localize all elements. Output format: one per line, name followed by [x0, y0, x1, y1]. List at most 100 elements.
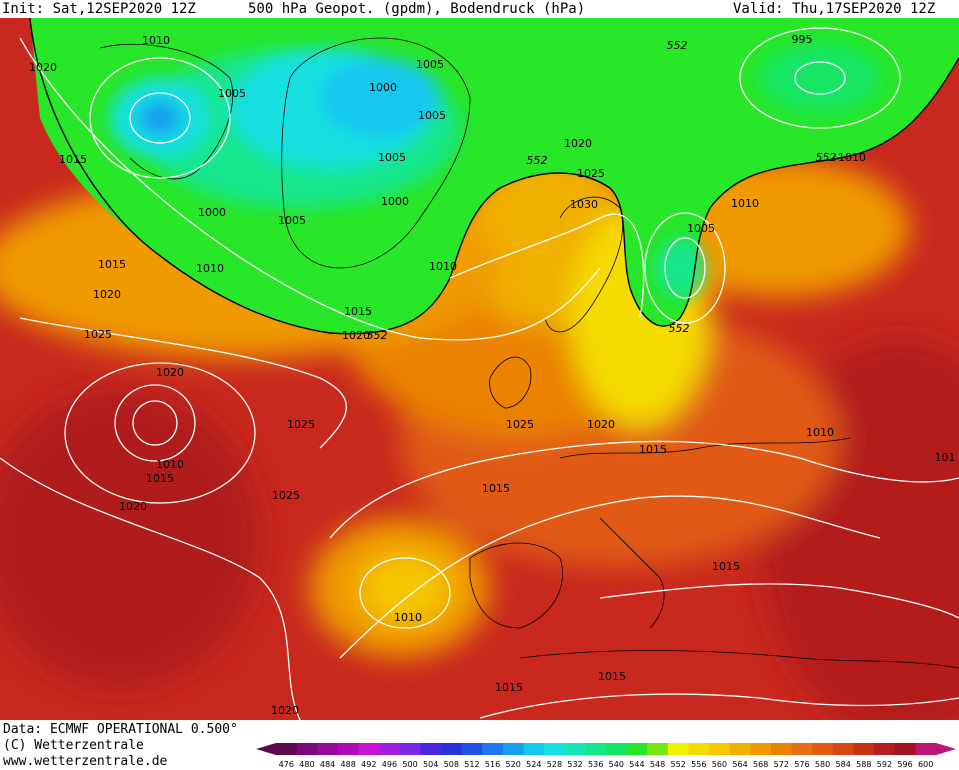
map-header: Init: Sat,12SEP2020 12Z 500 hPa Geopot. … [0, 0, 959, 18]
colorbar-swatch [317, 743, 339, 755]
colorbar-swatch [399, 743, 421, 755]
isobar-label: 1015 [98, 258, 126, 271]
colorbar-tick-label: 600 [918, 760, 933, 769]
colorbar-arrow-right [936, 743, 956, 755]
isobar-label: 1005 [278, 214, 306, 227]
isobar-label: 1015 [344, 305, 372, 318]
colorbar-tick-label: 516 [485, 760, 500, 769]
data-source: Data: ECMWF OPERATIONAL 0.500° [3, 722, 238, 737]
colorbar-swatch [461, 743, 483, 755]
colorbar-tick-label: 496 [382, 760, 397, 769]
isobar-label: 1015 [146, 472, 174, 485]
colorbar-swatch [729, 743, 751, 755]
isobar-label: 1020 [93, 288, 121, 301]
colorbar-tick-label: 584 [836, 760, 851, 769]
colorbar-tick-label: 560 [712, 760, 727, 769]
isobar-label: 1015 [598, 670, 626, 683]
website-url: www.wetterzentrale.de [3, 754, 168, 769]
colorbar-swatch [667, 743, 689, 755]
colorbar-tick-label: 564 [732, 760, 747, 769]
isobar-label: 1000 [381, 195, 409, 208]
map-footer: Data: ECMWF OPERATIONAL 0.500° (C) Wette… [0, 720, 959, 770]
isobar-label: 1010 [838, 151, 866, 164]
isobar-label: 1020 [156, 366, 184, 379]
colorbar-tick-label: 568 [753, 760, 768, 769]
colorbar-tick-label: 512 [464, 760, 479, 769]
isobar-label: 1020 [564, 137, 592, 150]
colorbar-tick-label: 576 [794, 760, 809, 769]
colorbar-swatch [296, 743, 318, 755]
colorbar-swatch [441, 743, 463, 755]
colorbar-swatch [791, 743, 813, 755]
colorbar-swatch [915, 743, 937, 755]
colorbar-tick-label: 556 [691, 760, 706, 769]
copyright: (C) Wetterzentrale [3, 738, 144, 753]
isobar-labels: 1010 1020 1005 1000 1005 1005 1015 1000 … [29, 33, 956, 717]
isobar-label: 1005 [378, 151, 406, 164]
colorbar-tick-label: 536 [588, 760, 603, 769]
geopot-label: 552 [669, 322, 690, 335]
isobar-label: 1000 [369, 81, 397, 94]
colorbar-tick-label: 520 [506, 760, 521, 769]
colorbar-tick-label: 540 [609, 760, 624, 769]
isobar-label: 1020 [271, 704, 299, 717]
geopot-552-contour [29, 18, 959, 335]
colorbar-swatch [482, 743, 504, 755]
colorbar-swatch [832, 743, 854, 755]
colorbar-tick-label: 500 [402, 760, 417, 769]
colorbar-swatch [358, 743, 380, 755]
isobar-label: 1015 [639, 443, 667, 456]
colorbar-swatch [853, 743, 875, 755]
colorbar-tick-label: 492 [361, 760, 376, 769]
colorbar-tick-label: 504 [423, 760, 438, 769]
colorbar-swatch [585, 743, 607, 755]
colorbar-tick-label: 544 [629, 760, 644, 769]
map-title: 500 hPa Geopot. (gpdm), Bodendruck (hPa) [248, 1, 586, 17]
isobar-label: 1010 [731, 197, 759, 210]
geopot-labels: 552 552 552 552 552 [367, 39, 837, 342]
isobar-label: 101 [935, 451, 956, 464]
colorbar-swatch [688, 743, 710, 755]
colorbar-tick-label: 488 [341, 760, 356, 769]
geopot-label: 552 [367, 329, 388, 342]
isobar-label: 1025 [272, 489, 300, 502]
isobar-label: 1025 [577, 167, 605, 180]
isobar-label: 1010 [394, 611, 422, 624]
isobar-label: 1000 [198, 206, 226, 219]
isobar-label: 1010 [142, 34, 170, 47]
isobar-label: 1020 [587, 418, 615, 431]
colorbar-tick-label: 588 [856, 760, 871, 769]
isobar-label: 1015 [482, 482, 510, 495]
isobar-label: 1025 [287, 418, 315, 431]
colorbar-swatch [874, 743, 896, 755]
trough-core [110, 43, 880, 298]
colorbar-tick-label: 524 [526, 760, 541, 769]
isobar-label: 1005 [418, 109, 446, 122]
colorbar-tick-label: 532 [567, 760, 582, 769]
isobar-label: 1015 [495, 681, 523, 694]
isobar-label: 1010 [196, 262, 224, 275]
colorbar: 476 480 484 488 492 496 500 504 508 512 516 520 524 5… [256, 743, 956, 769]
colorbar-tick-label: 552 [671, 760, 686, 769]
geopot-label: 552 [816, 151, 837, 164]
colorbar-swatch [420, 743, 442, 755]
colorbar-swatch [379, 743, 401, 755]
isobar-label: 1025 [506, 418, 534, 431]
isobar-label: 1020 [29, 61, 57, 74]
isobar-label: 1010 [156, 458, 184, 471]
colorbar-tick-label: 528 [547, 760, 562, 769]
geopot-label: 552 [667, 39, 688, 52]
coastlines [99, 37, 959, 669]
colorbar-swatch [606, 743, 628, 755]
isobar-label: 1020 [342, 329, 370, 342]
colorbar-tick-label: 508 [444, 760, 459, 769]
forecast-map: 1010 1020 1005 1000 1005 1005 1015 1000 … [0, 18, 959, 720]
isobar-label: 1015 [59, 153, 87, 166]
isobars [0, 27, 959, 720]
colorbar-arrow-left [256, 743, 276, 755]
colorbar-tick-label: 596 [897, 760, 912, 769]
isobar-label: 1005 [416, 58, 444, 71]
isobar-label: 1005 [687, 222, 715, 235]
colorbar-swatch [750, 743, 772, 755]
colorbar-swatch [894, 743, 916, 755]
